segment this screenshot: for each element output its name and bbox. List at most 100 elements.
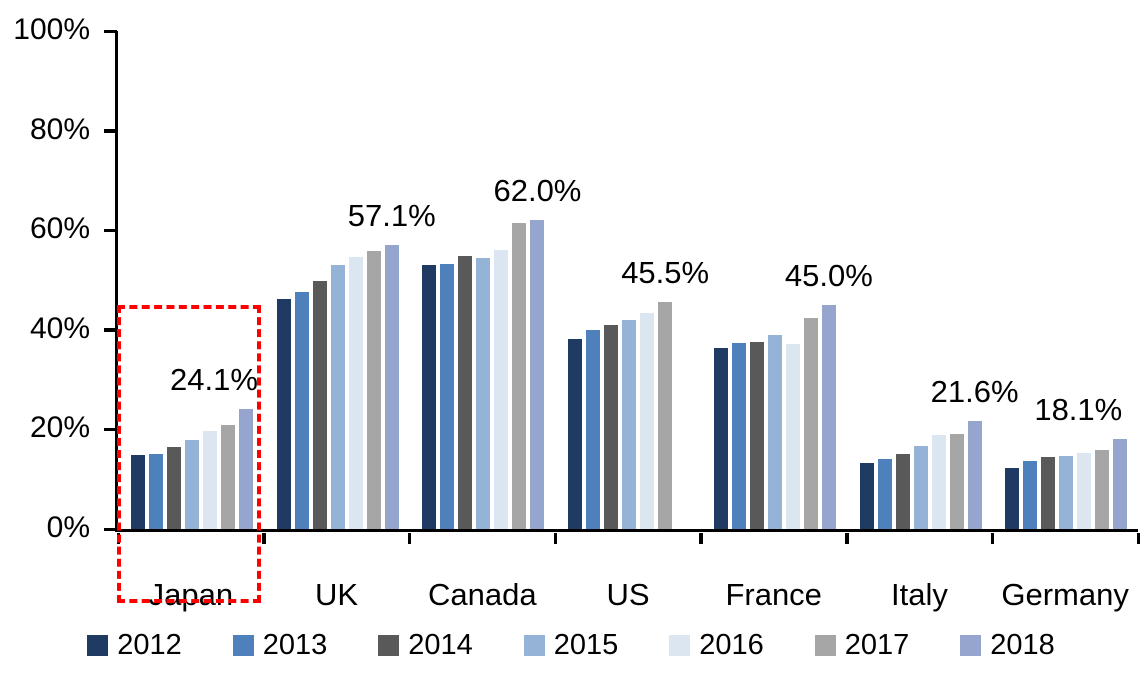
bar-italy-2018 (967, 421, 982, 529)
bar-france-2015 (767, 334, 782, 529)
bar-italy-2013 (877, 458, 892, 529)
bar-us-2017 (658, 302, 673, 529)
legend-label-2014: 2014 (408, 629, 473, 661)
category-label-france: France (725, 577, 822, 612)
bar-germany-2014 (1041, 457, 1056, 529)
legend-label-2013: 2013 (262, 629, 328, 661)
bar-uk-2017 (366, 251, 381, 529)
plot-area: 0% 20% 40% 60% 80% 100% 24.1% Japan 57.1% UK 62.0%… (13, 15, 1140, 612)
bar-uk-2018 (384, 244, 399, 529)
bar-group-japan: 24.1% Japan (118, 31, 264, 612)
data-label-canada: 62.0% (493, 173, 582, 209)
y-axis-tick-label: 100% (13, 13, 90, 46)
data-label-japan: 24.1% (170, 361, 258, 397)
bar-us-2012 (568, 338, 583, 529)
bar-group-italy: 21.6% Italy (847, 31, 1019, 612)
y-axis-tick (104, 228, 117, 233)
bar-france-2016 (785, 343, 800, 529)
legend-swatch-2017 (814, 634, 836, 656)
bar-uk-2015 (330, 265, 345, 529)
legend-label-2018: 2018 (990, 629, 1055, 661)
bar-italy-2015 (913, 445, 928, 529)
y-axis-tick (104, 427, 117, 432)
legend-label-2016: 2016 (699, 629, 764, 661)
y-axis-tick (104, 527, 117, 531)
legend-item-2016: 2016 (669, 630, 764, 660)
x-axis-tick (990, 532, 995, 544)
bar-germany-2015 (1059, 456, 1074, 529)
legend-swatch-2013 (232, 634, 254, 656)
bar-france-2014 (749, 342, 764, 529)
category-label-japan: Japan (148, 577, 234, 612)
bar-group-france: 45.0% France (701, 31, 873, 612)
bar-italy-2012 (859, 463, 874, 529)
bar-uk-2016 (348, 256, 363, 529)
bar-us-2013 (586, 329, 601, 529)
legend-swatch-2012 (87, 634, 109, 656)
bar-japan-2014 (167, 446, 181, 529)
y-axis-tick-label: 0% (46, 511, 90, 544)
bar-france-2013 (731, 342, 746, 529)
y-axis-tick-label: 20% (29, 411, 90, 445)
legend-swatch-2015 (523, 634, 545, 656)
y-axis-tick-label: 40% (29, 311, 90, 345)
bar-japan-2013 (149, 454, 163, 529)
x-axis-tick (553, 532, 558, 544)
data-label-france: 45.0% (784, 257, 873, 293)
legend-label-2017: 2017 (844, 629, 910, 661)
legend-item-2017: 2017 (814, 629, 910, 661)
bar-germany-2018 (1113, 438, 1128, 529)
bar-japan-2015 (185, 440, 199, 529)
bar-germany-2012 (1005, 467, 1020, 529)
bar-japan-2012 (131, 455, 145, 529)
y-axis-tick-label: 80% (29, 112, 90, 146)
bar-germany-2016 (1077, 452, 1092, 529)
x-axis-tick (1136, 532, 1140, 544)
bar-france-2017 (803, 318, 818, 529)
bar-canada-2017 (512, 222, 527, 529)
y-axis-tick-label: 60% (29, 212, 90, 246)
bar-us-2015 (622, 320, 637, 529)
bar-canada-2015 (476, 257, 491, 529)
bar-italy-2014 (895, 453, 910, 529)
bar-group-canada: 62.0% Canada (409, 31, 581, 612)
category-label-canada: Canada (427, 577, 537, 612)
bar-group-uk: 57.1% UK (264, 31, 436, 612)
bar-canada-2013 (440, 263, 455, 529)
x-axis-tick (407, 532, 412, 544)
legend-swatch-2018 (960, 634, 982, 656)
bar-germany-2013 (1023, 460, 1038, 529)
bar-canada-2014 (458, 256, 473, 529)
y-axis-tick (104, 29, 117, 33)
legend-item-2018: 2018 (960, 630, 1055, 660)
legend-item-2014: 2014 (378, 630, 473, 660)
bar-us-2016 (640, 312, 655, 529)
bar-group-us: 45.5% US (555, 31, 709, 612)
x-axis-tick (845, 532, 849, 544)
data-label-germany: 18.1% (1034, 391, 1123, 427)
data-label-italy: 21.6% (930, 374, 1019, 410)
category-label-us: US (606, 577, 650, 612)
bar-france-2018 (821, 304, 836, 529)
bar-uk-2014 (312, 281, 327, 529)
bar-italy-2016 (931, 434, 946, 529)
y-axis-tick (104, 129, 117, 133)
bar-canada-2012 (422, 265, 437, 529)
legend-item-2015: 2015 (523, 630, 618, 660)
bar-japan-2018 (239, 408, 253, 529)
legend-item-2013: 2013 (232, 629, 328, 661)
bar-uk-2012 (276, 298, 291, 529)
x-axis-tick (699, 532, 703, 544)
legend-swatch-2016 (669, 634, 691, 656)
bar-group-germany: 18.1% Germany (992, 31, 1138, 612)
data-label-us: 45.5% (621, 255, 710, 291)
bar-japan-2017 (221, 424, 235, 529)
legend-label-2012: 2012 (117, 629, 182, 661)
data-label-uk: 57.1% (347, 197, 436, 233)
x-axis-tick (262, 532, 266, 544)
legend-item-2012: 2012 (87, 630, 182, 660)
bar-germany-2017 (1095, 449, 1110, 529)
bar-us-2014 (604, 325, 619, 529)
bar-canada-2018 (530, 220, 545, 529)
